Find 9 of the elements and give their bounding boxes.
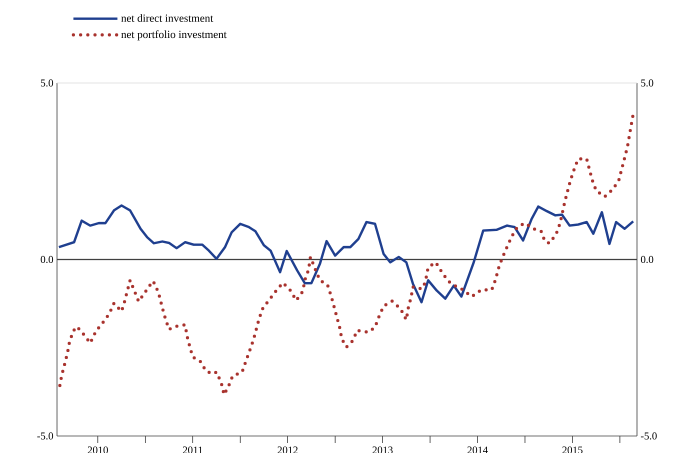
- legend-label: net portfolio investment: [121, 30, 227, 40]
- line-series: [58, 204, 634, 304]
- y2-tick-label: 0.0: [640, 256, 654, 264]
- y2-tick-label: 5.0: [641, 79, 654, 87]
- y-tick-label: -5.0: [37, 432, 54, 440]
- legend-label: net direct investment: [121, 14, 214, 22]
- y-tick-label: 0.0: [40, 256, 54, 264]
- y2-tick-label: -5.0: [640, 432, 657, 440]
- y-tick-label: 5.0: [40, 79, 54, 87]
